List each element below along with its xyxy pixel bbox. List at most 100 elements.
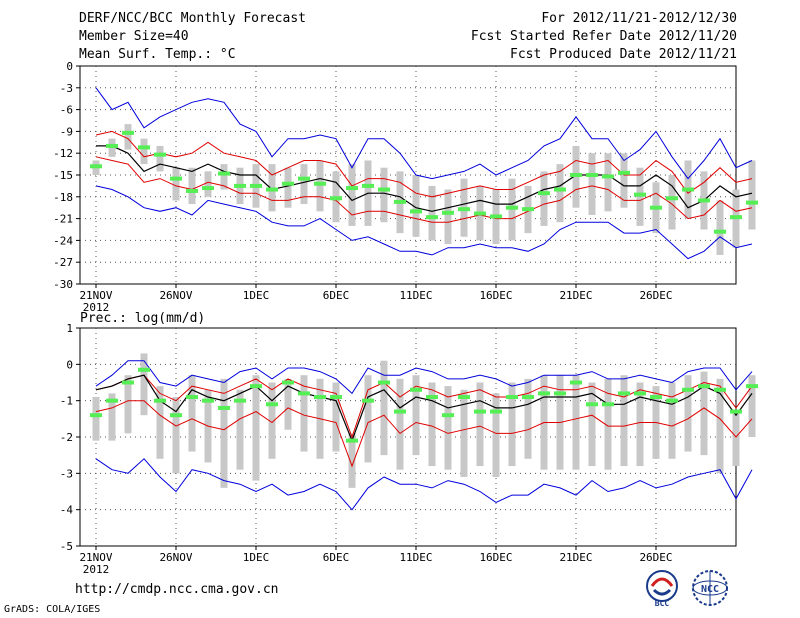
prec-ensemble-box xyxy=(508,382,516,467)
prec-marker xyxy=(314,395,326,400)
temp-marker xyxy=(154,152,166,157)
temp-xtick-label: 26NOV xyxy=(159,289,192,302)
temp-marker xyxy=(394,199,406,204)
temp-ensemble-box xyxy=(556,164,564,223)
prec-ensemble-box xyxy=(172,397,180,474)
temp-marker xyxy=(234,183,246,188)
temp-ensemble-box xyxy=(380,167,388,223)
prec-ensemble-box xyxy=(732,411,740,467)
temp-ensemble-box xyxy=(428,185,436,241)
temp-marker xyxy=(346,186,358,191)
temp-marker xyxy=(330,196,342,201)
prec-marker xyxy=(666,398,678,403)
temp-ytick-label: 0 xyxy=(66,60,73,73)
prec-marker xyxy=(426,395,438,400)
ncc-logo: NCC xyxy=(692,570,728,606)
prec-ensemble-box xyxy=(236,389,244,470)
source-url[interactable]: http://cmdp.ncc.cma.gov.cn xyxy=(75,582,279,597)
prec-ytick-label: 0 xyxy=(66,358,73,371)
prec-marker xyxy=(154,398,166,403)
prec-marker xyxy=(602,402,614,407)
prec-marker xyxy=(698,384,710,389)
prec-ensemble-box xyxy=(92,397,100,441)
temp-xtick-label: 1DEC xyxy=(243,289,270,302)
prec-xtick-label: 26NOV xyxy=(159,551,192,564)
prec-ensemble-box xyxy=(700,371,708,456)
grads-credit: GrADS: COLA/IGES xyxy=(4,604,101,615)
temp-marker xyxy=(554,187,566,192)
temp-ensemble-box xyxy=(348,164,356,226)
temp-marker xyxy=(90,164,102,169)
prec-marker xyxy=(362,398,374,403)
prec-marker xyxy=(394,409,406,414)
prec-mean-line xyxy=(95,374,753,443)
prec-marker xyxy=(378,380,390,385)
temp-marker xyxy=(666,196,678,201)
prec-ensemble-box xyxy=(748,375,756,437)
temp-marker xyxy=(138,145,150,150)
prec-ensemble-box xyxy=(364,375,372,463)
prec-marker xyxy=(186,395,198,400)
temp-xtick-label: 26DEC xyxy=(639,289,672,302)
temp-marker xyxy=(522,207,534,212)
temp-marker xyxy=(298,176,310,181)
chart-title: DERF/NCC/BCC Monthly Forecast xyxy=(79,11,306,26)
temp-marker xyxy=(362,183,374,188)
temp-ytick-label: -15 xyxy=(53,169,73,182)
temp-ensemble-box xyxy=(188,167,196,205)
ncc-logo-text: NCC xyxy=(701,584,719,595)
temp-marker xyxy=(538,191,550,196)
prec-marker xyxy=(714,387,726,392)
prec-ensemble-box xyxy=(284,378,292,430)
prec-ensemble-box xyxy=(668,382,676,459)
prec-min-line xyxy=(95,458,753,511)
temp-marker xyxy=(474,211,486,216)
prec-ensemble-box xyxy=(300,375,308,452)
temp-ensemble-box xyxy=(204,171,212,197)
temp-marker xyxy=(730,215,742,220)
temp-ensemble-box xyxy=(636,167,644,226)
temp-ytick-label: -3 xyxy=(60,82,73,95)
prec-ensemble-box xyxy=(380,360,388,456)
temp-ytick-label: -18 xyxy=(53,191,73,204)
temp-lower-line xyxy=(95,156,753,223)
prec-ensemble-box xyxy=(604,378,612,470)
prec-marker xyxy=(202,398,214,403)
temp-marker xyxy=(170,176,182,181)
bcc-logo: BCC xyxy=(646,570,678,608)
prec-ensemble-box xyxy=(444,386,452,470)
temp-marker xyxy=(490,214,502,219)
prec-marker xyxy=(138,367,150,372)
temp-xtick-label: 11DEC xyxy=(399,289,432,302)
prec-marker xyxy=(442,413,454,418)
prec-marker xyxy=(234,398,246,403)
prec-ensemble-box xyxy=(156,386,164,459)
temp-ensemble-box xyxy=(748,160,756,230)
temp-marker xyxy=(586,173,598,177)
prec-marker xyxy=(522,395,534,400)
prec-ytick-label: 1 xyxy=(66,322,73,335)
prec-lower-line xyxy=(95,400,753,468)
prec-marker xyxy=(122,380,134,385)
prec-ensemble-box xyxy=(332,382,340,452)
temp-marker xyxy=(426,215,438,220)
prec-marker xyxy=(682,387,694,392)
temp-upper-line xyxy=(95,130,753,198)
variable-label: Mean Surf. Temp.: °C xyxy=(79,47,236,62)
prec-marker xyxy=(330,395,342,400)
prec-marker xyxy=(106,398,118,403)
temp-marker xyxy=(106,143,118,148)
fcst-started-date: Fcst Started Refer Date 2012/11/20 xyxy=(470,29,737,44)
prec-xtick-label: 16DEC xyxy=(479,551,512,564)
prec-xtick-label: 21NOV xyxy=(79,551,112,564)
prec-xtick-label: 21DEC xyxy=(559,551,592,564)
prec-ensemble-box xyxy=(492,393,500,477)
temp-ensemble-box xyxy=(668,175,676,230)
prec-marker xyxy=(490,409,502,414)
prec-ytick-label: -2 xyxy=(60,431,73,444)
temp-marker xyxy=(266,187,278,192)
temp-xtick-label: 6DEC xyxy=(323,289,350,302)
prec-ensemble-box xyxy=(348,433,356,488)
temp-ensemble-box xyxy=(220,164,228,190)
